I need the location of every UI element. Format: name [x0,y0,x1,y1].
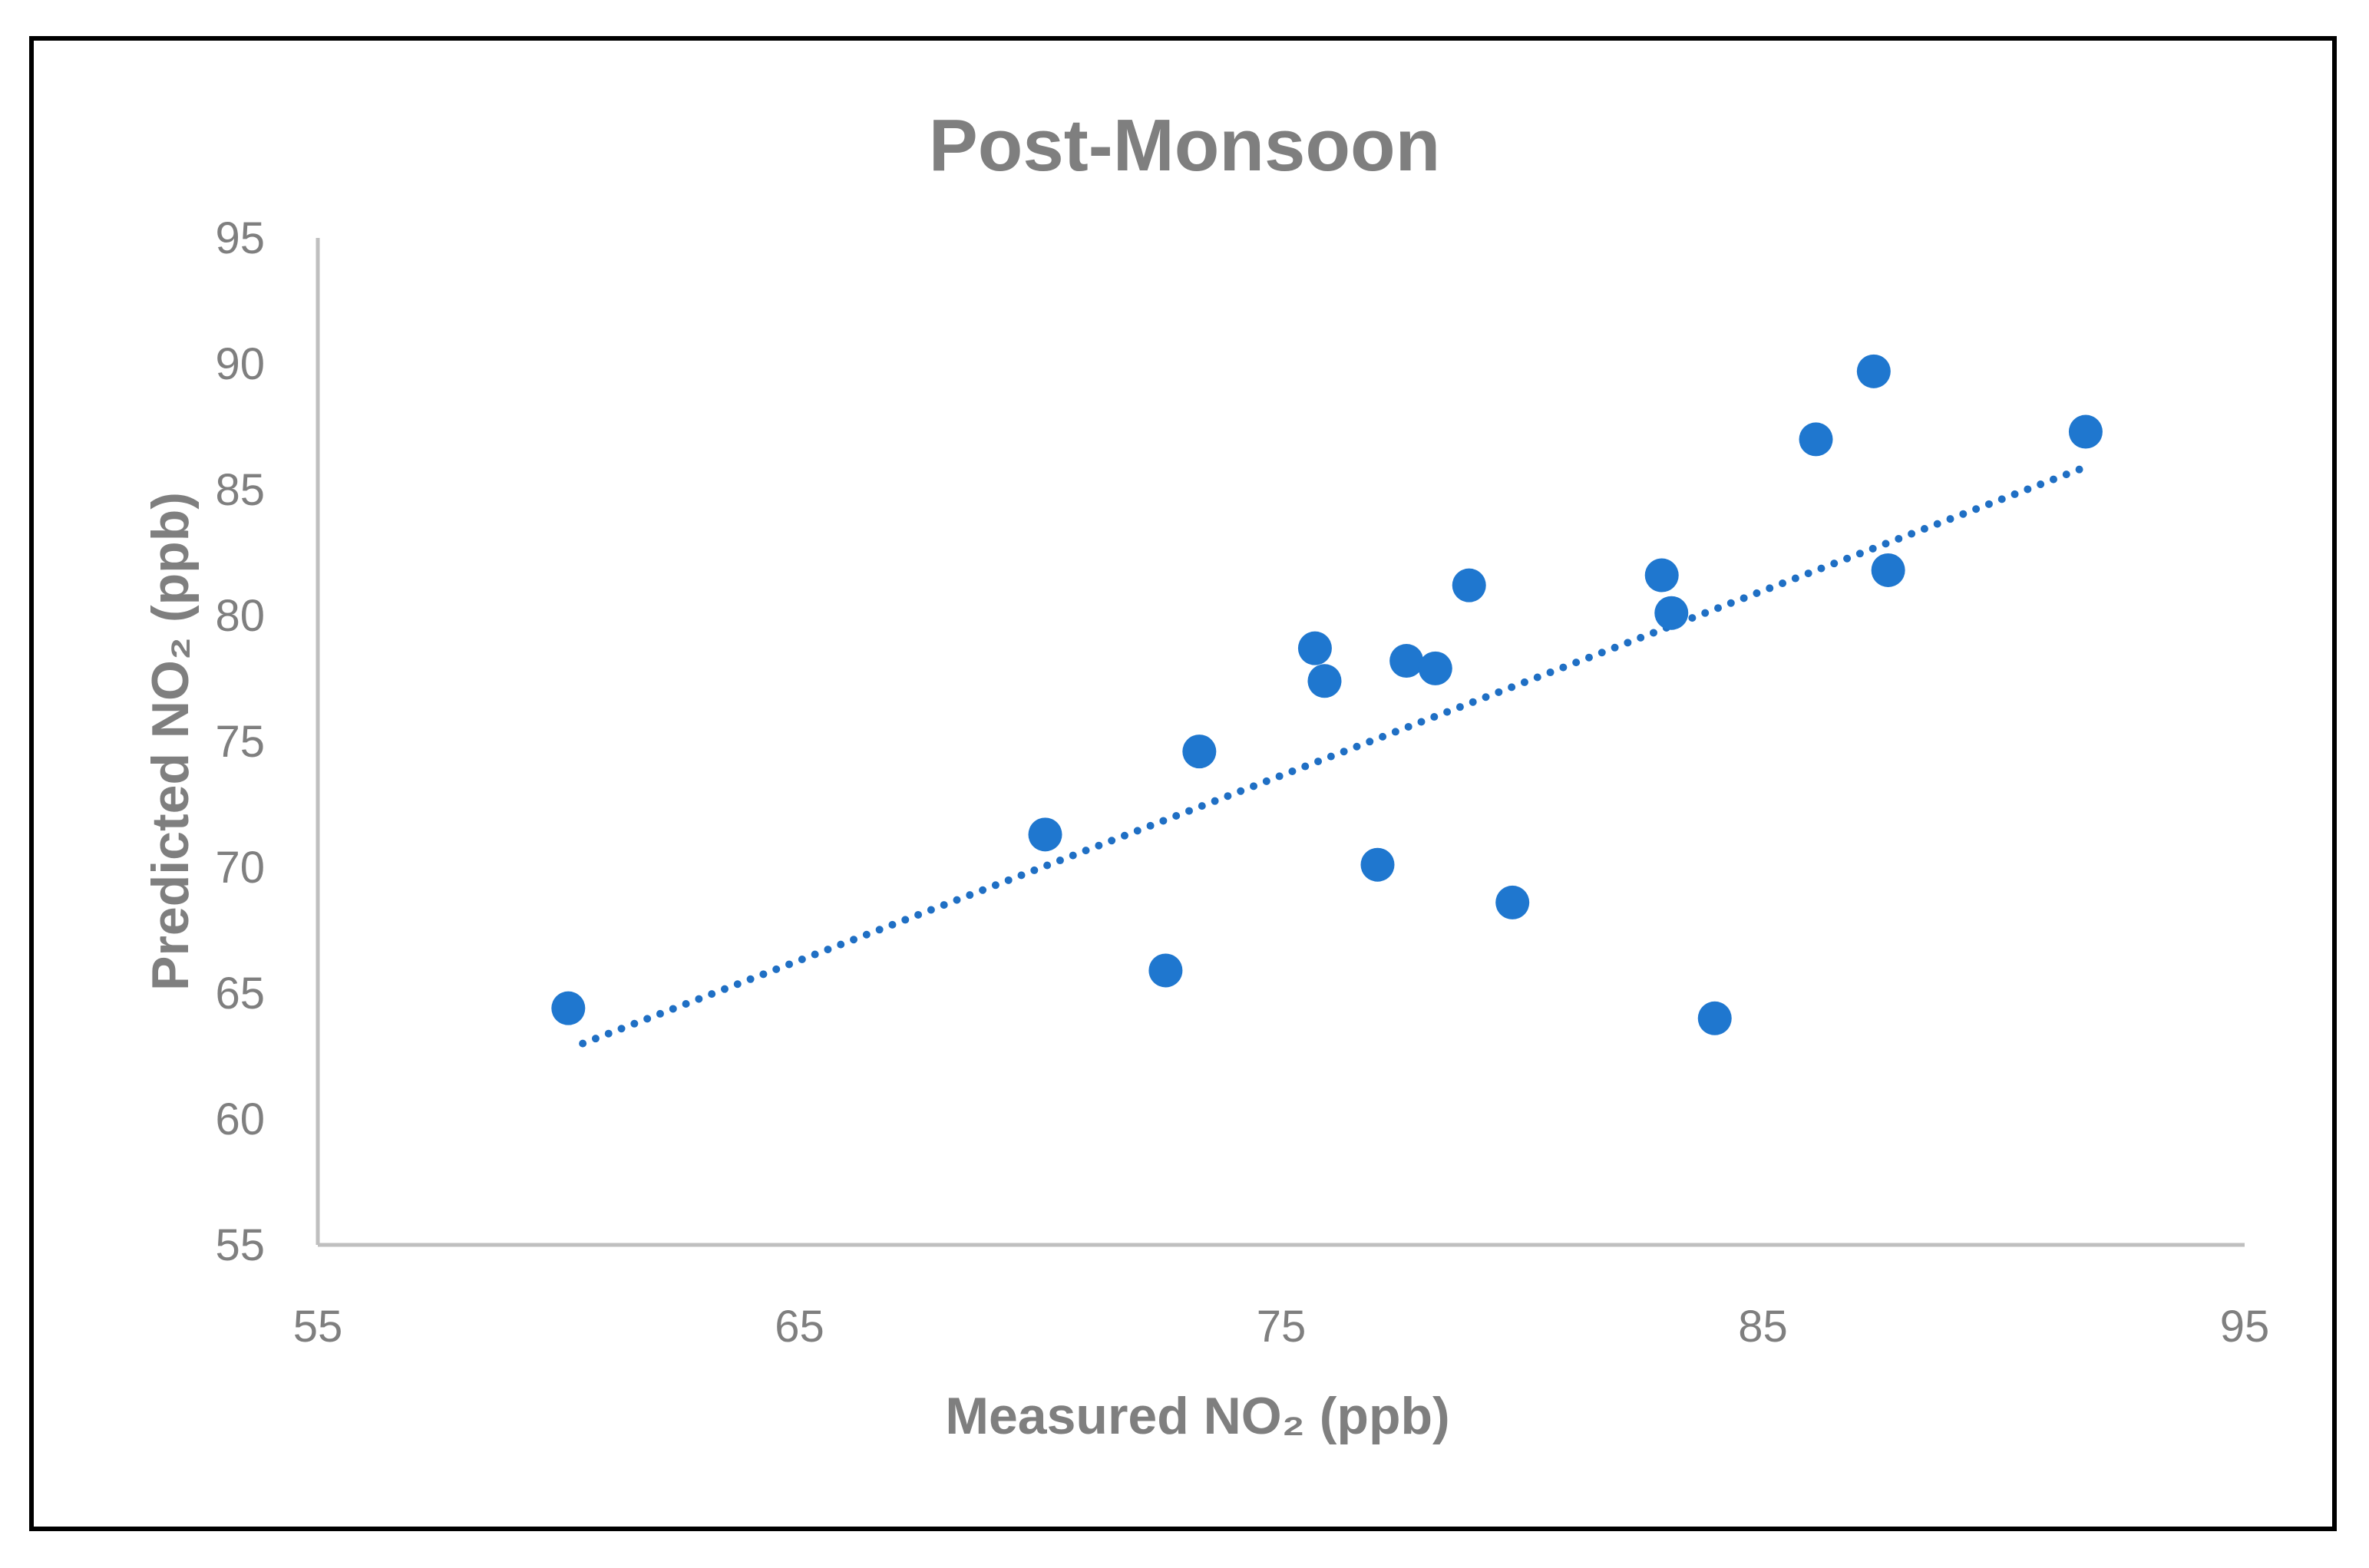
data-point [1644,558,1679,593]
data-point [2068,414,2103,449]
chart-title: Post-Monsoon [929,104,1441,187]
data-point [1871,553,1905,587]
x-tick-label: 85 [1738,1302,1788,1352]
x-tick-label: 55 [293,1302,343,1352]
y-tick-label: 90 [215,339,265,389]
y-tick-label: 75 [215,717,265,767]
y-tick-labels: 55 60 65 70 75 80 85 90 95 [215,213,265,1270]
x-tick-labels: 55 65 75 85 95 [293,1302,2270,1352]
x-tick-label: 65 [775,1302,824,1352]
axes [316,238,2245,1247]
data-point [551,991,586,1025]
data-point [1389,644,1424,678]
data-point [1360,847,1395,882]
data-point [1182,734,1217,769]
trendline-group [579,463,2090,1048]
x-tick-label: 75 [1257,1302,1307,1352]
data-points [551,354,2103,1035]
y-tick-label: 65 [215,969,265,1018]
data-point [1297,631,1332,665]
y-tick-label: 85 [215,465,265,515]
trendline [579,463,2090,1048]
data-point [1654,596,1689,630]
data-point [1452,568,1486,602]
data-point [1799,422,1833,457]
data-point [1856,354,1891,388]
x-tick-label: 95 [2220,1302,2270,1352]
data-point [1418,651,1452,685]
y-tick-label: 55 [215,1220,265,1270]
y-tick-label: 95 [215,213,265,263]
y-tick-label: 70 [215,843,265,893]
y-tick-label: 60 [215,1094,265,1144]
data-point [1148,953,1183,988]
y-tick-label: 80 [215,591,265,641]
data-point [1697,1001,1732,1035]
data-point [1307,664,1342,698]
x-axis-title: Measured NO₂ (ppb) [945,1387,1449,1445]
data-point [1028,817,1062,852]
data-point [1495,885,1530,919]
chart-frame [29,36,2337,1531]
y-axis-title: Predicted NO₂ (ppb) [141,492,200,991]
